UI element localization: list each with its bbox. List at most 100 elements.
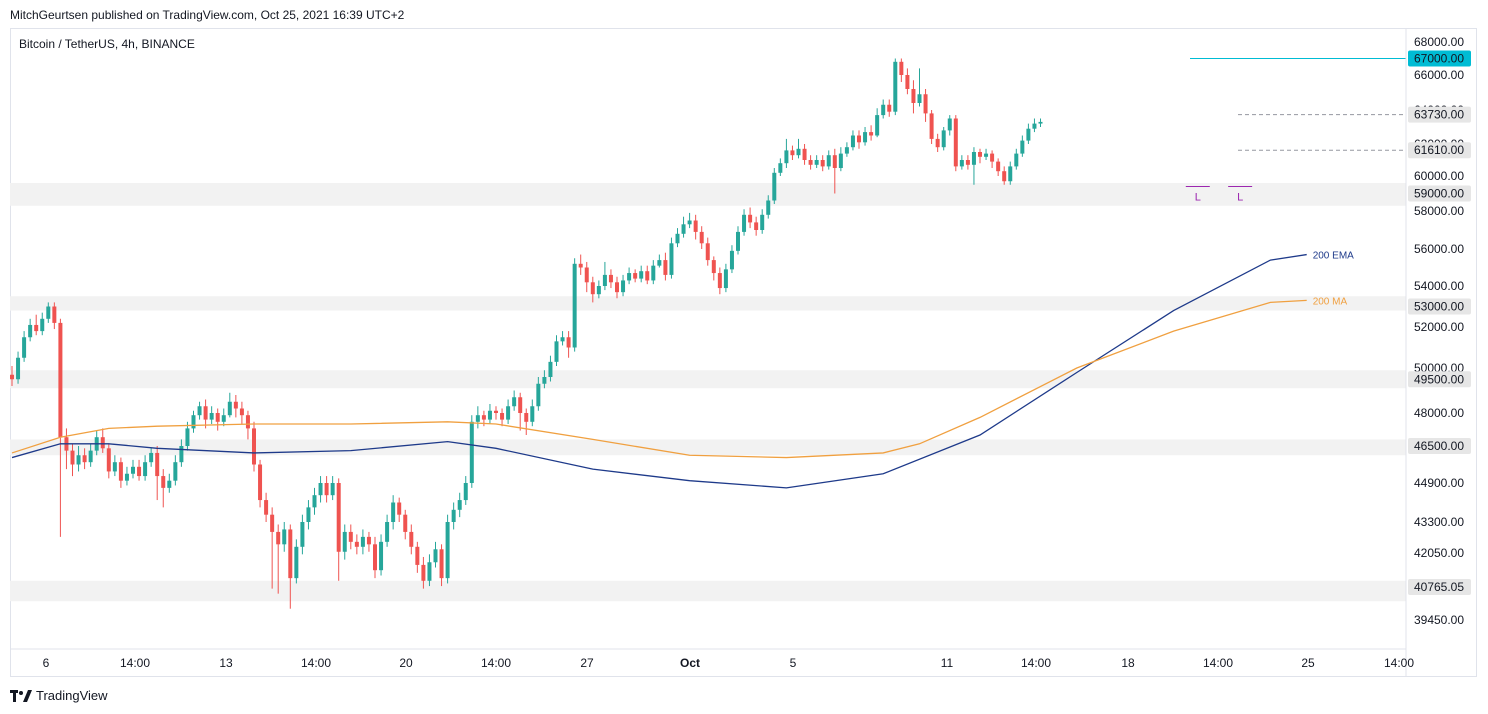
candle-down: [820, 160, 825, 167]
candle-down: [935, 138, 940, 148]
candle-up: [984, 153, 989, 157]
candle-up: [445, 522, 450, 579]
publisher-caption: MitchGeurtsen published on TradingView.c…: [10, 8, 405, 22]
x-tick-label: 14:00: [1203, 656, 1233, 670]
candle-up: [838, 153, 843, 168]
candle-up: [191, 415, 196, 429]
candle-down: [832, 155, 837, 168]
candle-up: [306, 507, 311, 522]
candle-up: [796, 148, 801, 156]
x-tick-label: 14:00: [1384, 656, 1414, 670]
price-level-label: 46500.00: [1414, 439, 1464, 453]
candle-up: [881, 104, 886, 116]
candle-down: [239, 408, 244, 416]
candle-down: [52, 306, 57, 323]
candle-down: [711, 260, 716, 274]
candle-down: [518, 397, 523, 413]
candle-up: [457, 500, 462, 510]
candle-down: [790, 150, 795, 156]
candle-down: [288, 529, 293, 579]
candle-up: [893, 61, 898, 112]
candle-up: [542, 377, 547, 384]
support-zone: [10, 580, 1406, 602]
candle-up: [149, 452, 154, 463]
candle-up: [1032, 123, 1037, 129]
candle-up: [360, 536, 365, 547]
candle-up: [221, 415, 226, 422]
candle-up: [88, 450, 93, 463]
candle-up: [536, 383, 541, 407]
candle-up: [131, 466, 135, 474]
candle-up: [124, 473, 129, 481]
candle-down: [481, 415, 486, 420]
candle-down: [354, 541, 359, 547]
candle-down: [802, 148, 807, 160]
candle-up: [463, 483, 468, 501]
price-level-label-bg: [1408, 438, 1471, 454]
candle-down: [524, 413, 529, 422]
candle-up: [512, 397, 517, 407]
candle-up: [602, 274, 607, 286]
candle-down: [663, 260, 668, 275]
candle-up: [451, 509, 456, 522]
candle-down: [155, 452, 160, 477]
candle-down: [10, 374, 14, 380]
candle-down: [923, 94, 928, 114]
y-tick-label: 56000.00: [1414, 242, 1464, 256]
candle-up: [723, 269, 728, 289]
candle-up: [1014, 153, 1019, 167]
candle-up: [742, 214, 747, 232]
candle-up: [300, 522, 305, 547]
ema-200-line: [11, 253, 1307, 489]
candle-down: [869, 132, 874, 136]
price-level-label-bg: [1408, 106, 1471, 123]
candle-up: [729, 250, 734, 270]
candle-up: [554, 341, 559, 362]
x-tick-label: 6: [43, 656, 50, 670]
candle-down: [34, 324, 39, 332]
candle-up: [681, 224, 686, 234]
candle-up: [1038, 121, 1043, 124]
candle-up: [46, 306, 51, 319]
candle-up: [669, 243, 674, 275]
candle-down: [754, 222, 759, 230]
candle-up: [227, 401, 232, 416]
candle-up: [947, 118, 952, 131]
candle-up: [560, 337, 565, 342]
y-tick-label: 48000.00: [1414, 406, 1464, 420]
candle-up: [1026, 128, 1031, 141]
candle-up: [330, 483, 335, 496]
candle-down: [705, 243, 710, 261]
candle-up: [185, 428, 190, 446]
candle-up: [433, 549, 438, 563]
candle-down: [633, 273, 638, 279]
price-level-label: 67000.00: [1414, 52, 1464, 66]
y-tick-label: 68000.00: [1414, 35, 1464, 49]
price-level-label: 61610.00: [1414, 143, 1464, 157]
x-tick-label: 25: [1301, 656, 1315, 670]
candle-down: [203, 406, 208, 420]
candle-down: [645, 271, 650, 281]
candle-down: [590, 282, 595, 295]
candle-down: [439, 549, 444, 579]
candle-down: [911, 89, 916, 103]
candle-up: [28, 324, 33, 338]
support-zone: [10, 370, 1406, 389]
candle-down: [403, 514, 408, 532]
candle-up: [850, 135, 855, 148]
candle-up: [778, 163, 783, 173]
candle-down: [748, 214, 753, 223]
candle-down: [270, 514, 275, 532]
candle-up: [766, 200, 771, 215]
candle-down: [693, 220, 698, 232]
y-tick-label: 42050.00: [1414, 546, 1464, 560]
x-tick-label: 14:00: [120, 656, 150, 670]
candle-up: [282, 529, 287, 545]
candle-down: [808, 160, 813, 165]
candle-up: [427, 562, 432, 581]
x-tick-label: 14:00: [301, 656, 331, 670]
tradingview-logo[interactable]: TradingView: [10, 688, 108, 703]
candle-up: [772, 172, 777, 201]
x-tick-label: 20: [399, 656, 413, 670]
